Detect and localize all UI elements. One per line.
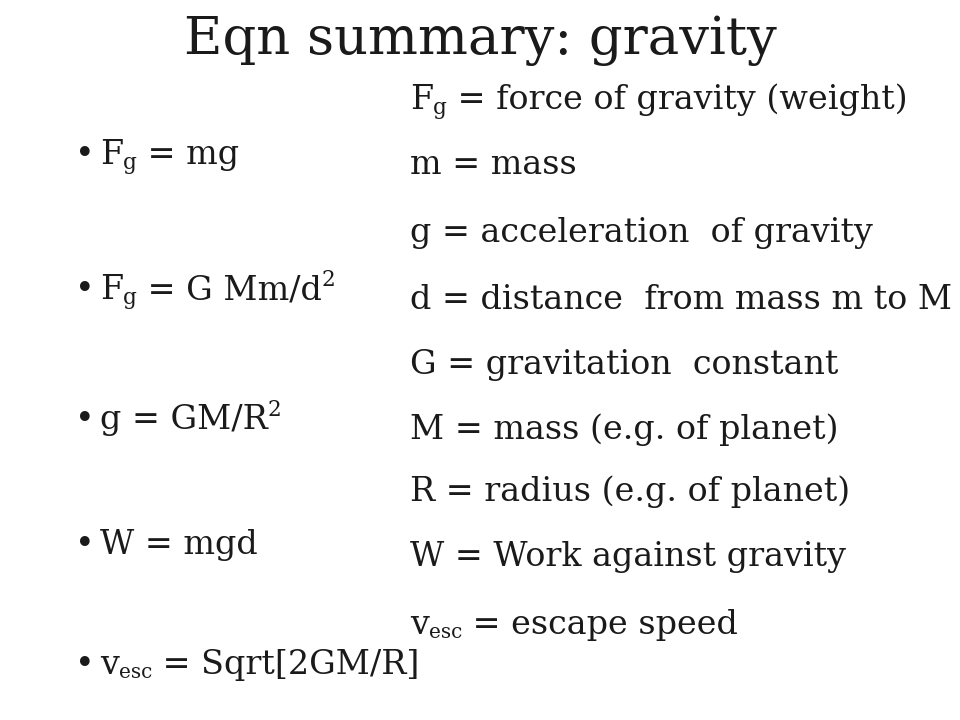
Text: = Sqrt[2GM/R]: = Sqrt[2GM/R]: [153, 649, 420, 681]
Text: g: g: [123, 287, 137, 309]
Text: g = GM/R: g = GM/R: [100, 404, 268, 436]
Text: F: F: [410, 84, 433, 116]
Text: W = Work against gravity: W = Work against gravity: [410, 541, 846, 573]
Text: 2: 2: [322, 269, 336, 291]
Text: 2: 2: [268, 399, 281, 421]
Text: esc: esc: [119, 664, 153, 683]
Text: g = acceleration  of gravity: g = acceleration of gravity: [410, 217, 873, 249]
Text: g: g: [123, 152, 137, 174]
Text: = escape speed: = escape speed: [463, 609, 738, 641]
Text: R = radius (e.g. of planet): R = radius (e.g. of planet): [410, 476, 851, 508]
Text: = G Mm/d: = G Mm/d: [137, 274, 322, 306]
Text: •: •: [75, 529, 95, 561]
Text: v: v: [100, 649, 119, 681]
Text: •: •: [75, 274, 95, 306]
Text: d = distance  from mass m to M: d = distance from mass m to M: [410, 284, 952, 316]
Text: W = mgd: W = mgd: [100, 529, 257, 561]
Text: •: •: [75, 404, 95, 436]
Text: •: •: [75, 139, 95, 171]
Text: = force of gravity (weight): = force of gravity (weight): [447, 84, 907, 117]
Text: Eqn summary: gravity: Eqn summary: gravity: [183, 14, 777, 66]
Text: G = gravitation  constant: G = gravitation constant: [410, 349, 838, 381]
Text: = mg: = mg: [137, 139, 239, 171]
Text: F: F: [100, 139, 123, 171]
Text: •: •: [75, 649, 95, 681]
Text: v: v: [410, 609, 429, 641]
Text: m = mass: m = mass: [410, 149, 577, 181]
Text: esc: esc: [429, 624, 463, 642]
Text: F: F: [100, 274, 123, 306]
Text: M = mass (e.g. of planet): M = mass (e.g. of planet): [410, 414, 838, 446]
Text: g: g: [433, 97, 447, 119]
